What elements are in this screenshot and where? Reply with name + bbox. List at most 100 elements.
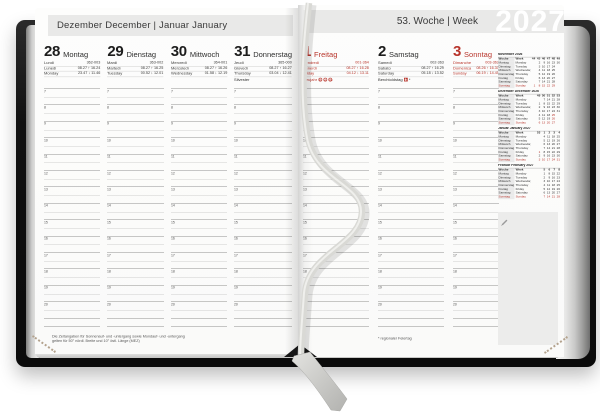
date-cell: 7 <box>538 80 541 84</box>
half-hour-line <box>378 129 444 131</box>
half-hour-line <box>303 96 369 98</box>
day-note-row: Berchtoldstag * <box>378 77 444 83</box>
date-cells: 7 14 21 28 <box>530 81 560 85</box>
hour-line: 18 <box>170 268 228 284</box>
mini-calendar-row: Donnerstag Thursday 7 14 21 28 <box>498 146 560 151</box>
day-number: 2 <box>378 43 387 60</box>
hour-number: 15 <box>170 220 175 225</box>
hour-line: 20 <box>378 301 444 317</box>
date-cells: 6 13 20 27 <box>530 143 561 147</box>
date-cell: 8 <box>543 102 546 106</box>
day-lang-row: Lundi 362-003 <box>44 61 101 67</box>
half-hour-line <box>170 277 228 279</box>
hour-number: 15 <box>234 220 239 225</box>
day-note-row: Neujahr D A CH <box>303 77 369 83</box>
half-hour-line <box>44 211 101 213</box>
half-hour-line <box>453 96 499 98</box>
day-lang-block: Dimanche 003-362 Domenica 08.26 ↑ 16.31 Sund… <box>453 61 499 77</box>
date-cell: 19 <box>546 72 551 77</box>
date-cell: 14 <box>546 195 551 199</box>
hour-number: 14 <box>107 204 112 208</box>
date-cell: 22 <box>551 150 556 154</box>
footnote-line: gelten für 50° nördl. Breite und 10° öst… <box>52 339 140 344</box>
date-cell: 5 <box>538 72 541 77</box>
date-cell: 4 <box>543 183 546 188</box>
date-cells: 2 9 16 23 <box>530 176 561 180</box>
lang-name: Wednesday <box>170 71 192 76</box>
hour-line: 13 <box>170 186 228 202</box>
lang-value: 08.27 ↑ 16.28 <box>346 66 369 70</box>
half-hour-line <box>44 260 101 262</box>
hour-number: 9 <box>303 122 305 126</box>
mini-calendar-row: Freitag Friday 4 11 18 25 <box>498 113 560 118</box>
weekday-en: Tuesday <box>515 102 528 106</box>
day-note: Neujahr <box>303 77 318 82</box>
half-hour-line <box>44 277 101 279</box>
extra-line <box>453 326 499 335</box>
date-cell: 10 <box>541 158 546 162</box>
date-cells: 3 10 17 24 <box>530 180 561 184</box>
half-hour-line <box>453 113 499 115</box>
half-hour-line <box>170 96 228 98</box>
mini-calendar-row: Samstag Saturday 7 14 21 28 <box>498 80 560 85</box>
day-column: 3 Sonntag Dimanche 003-362 Domenica 08.26 ↑ 1… <box>453 44 499 344</box>
hour-line: 17 <box>107 252 164 268</box>
weekday-de: Freitag <box>498 76 515 81</box>
day-name: Sonntag <box>464 50 492 59</box>
lang-name: Monday <box>44 71 59 76</box>
date-cell: 8 <box>548 172 551 176</box>
date-cells: 4 11 18 25 <box>530 135 561 139</box>
mini-calendar-row: Donnerstag Thursday 5 12 19 26 <box>498 72 560 77</box>
date-cell: 24 <box>551 109 556 114</box>
date-cell: 11 <box>547 135 551 139</box>
extra-line <box>234 317 292 327</box>
hour-line: 15 <box>44 219 101 235</box>
day-lang-block: Mardi 363-002 Martedì 08.27 ↑ 16.25 Tuesday 0… <box>107 61 164 77</box>
half-hour-line <box>107 129 164 131</box>
date-cell: 8 <box>543 150 546 154</box>
hour-line: 7 <box>107 88 164 104</box>
date-cell: 20 <box>546 76 551 80</box>
lang-value: 365-000 <box>278 61 292 65</box>
hour-number: 7 <box>303 89 305 93</box>
hour-line: 11 <box>44 153 101 170</box>
pencil-icon <box>501 219 508 226</box>
weekday-de: Sonntag <box>498 195 515 200</box>
weekday-de: Donnerstag <box>498 146 515 151</box>
hour-number: 15 <box>44 220 48 225</box>
hour-line: 9 <box>44 120 101 137</box>
mini-calendar-row: Sonntag Sunday 3 10 17 24 31 <box>498 158 560 163</box>
day-name: Samstag <box>389 50 419 59</box>
weekday-de: Dienstag <box>498 65 515 69</box>
half-hour-line <box>44 309 101 311</box>
mini-calendar-row: Freitag Friday 5 12 19 26 <box>498 187 560 192</box>
half-hour-line <box>378 309 444 311</box>
mini-calendar-row: Mittwoch Wednesday 4 11 18 25 <box>498 68 560 73</box>
mini-calendar-inner: Januar January 2027 Woche Week 53 1 2 3 4 Montag… <box>498 127 561 163</box>
hour-line: 7 <box>303 88 369 104</box>
footnote-line: * regionaler Feiertag <box>378 337 412 341</box>
hour-number: 8 <box>378 105 380 110</box>
half-hour-line <box>453 162 499 164</box>
day-lang-block: Vendredi 001-364 Venerdì 08.27 ↑ 16.28 Frida… <box>303 61 369 82</box>
half-hour-line <box>170 244 228 246</box>
date-cell: 27 <box>551 121 556 125</box>
half-hour-line <box>378 244 444 246</box>
mini-calendar-row: Sonntag Sunday 6 13 20 27 <box>498 121 560 126</box>
hour-number: 11 <box>453 155 457 159</box>
hour-number: 7 <box>170 89 173 93</box>
half-hour-line <box>234 178 292 180</box>
hour-line: 14 <box>378 202 444 219</box>
mini-calendar-row: Mittwoch Wednesday 3 10 17 24 <box>498 179 561 184</box>
half-hour-line <box>170 129 228 131</box>
lang-name: Tuesday <box>107 71 123 76</box>
date-cell: 17 <box>546 158 551 162</box>
lang-name: Giovedì <box>234 66 249 71</box>
hour-grid: 7 8 9 10 11 12 13 14 15 16 17 18 19 20 <box>303 88 369 335</box>
hour-line: 12 <box>453 170 499 186</box>
hour-number: 20 <box>170 302 175 307</box>
weekday-de: Montag <box>498 135 515 140</box>
hour-number: 14 <box>170 204 175 208</box>
hour-line: 14 <box>453 202 499 219</box>
